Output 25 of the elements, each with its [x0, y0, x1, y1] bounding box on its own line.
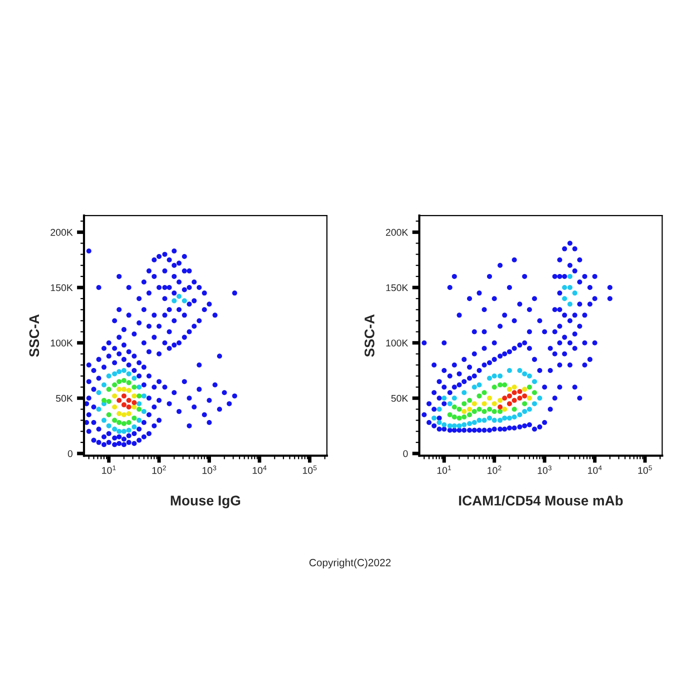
x-tick-label: 10$^{3}$ — [538, 465, 552, 474]
x-tick-label: 10$^{2}$ — [152, 465, 166, 474]
x-tick-label: 10$^{5}$ — [302, 465, 317, 474]
y-tick-label: 150K — [386, 284, 408, 292]
y-tick-label: 200K — [50, 228, 73, 236]
y-tick-label: 100K — [386, 340, 408, 346]
y-tick-label: 50K — [56, 394, 73, 402]
x-tick-label: 10$^{4}$ — [252, 465, 266, 474]
y-tick-label: 0 — [403, 450, 408, 458]
y-axis-title: SSC-A — [29, 314, 40, 357]
y-tick-label: 100K — [50, 340, 73, 346]
text: Copyright(C)2022 — [309, 558, 391, 568]
x-tick-label: 10$^{3}$ — [202, 465, 216, 474]
x-tick-label: 10$^{4}$ — [588, 465, 602, 474]
x-axis-title: ICAM1/CD54 Mouse mAb — [459, 495, 623, 506]
x-axis-title: Mouse IgG — [170, 496, 240, 508]
y-tick-label: 0 — [68, 450, 73, 458]
x-tick-label: 10$^{5}$ — [638, 465, 652, 474]
x-tick-label: 10$^{1}$ — [437, 465, 452, 474]
y-tick-label: 200K — [386, 228, 408, 236]
y-tick-label: 50K — [391, 394, 408, 402]
x-tick-label: 10$^{2}$ — [488, 465, 502, 474]
x-tick-label: 10$^{1}$ — [102, 465, 116, 474]
y-axis-title: SSC-A — [364, 314, 374, 357]
y-tick-label: 150K — [50, 284, 73, 292]
